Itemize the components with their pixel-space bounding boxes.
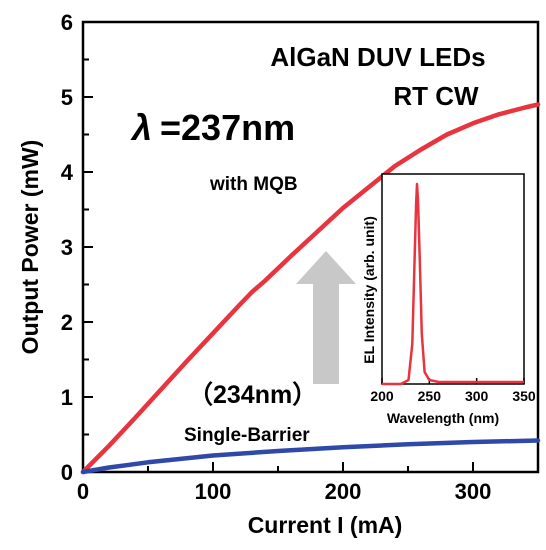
inset-x-tick-label: 250 bbox=[418, 388, 442, 404]
inset-x-tick-label: 200 bbox=[370, 388, 394, 404]
y-tick-label: 3 bbox=[61, 235, 73, 260]
inset-x-tick-label: 350 bbox=[512, 388, 536, 404]
inset-x-tick-label: 300 bbox=[465, 388, 489, 404]
inset-plot: 200 250 300 350 Wavelength (nm) EL Intensit… bbox=[361, 173, 536, 426]
y-tick-label: 2 bbox=[61, 310, 73, 335]
up-arrow-icon bbox=[296, 251, 356, 384]
x-axis-ticks: 0 100 200 300 bbox=[77, 462, 491, 504]
inset-x-axis-ticks: 200 250 300 350 bbox=[370, 378, 536, 404]
y-axis-title: Output Power (mW) bbox=[17, 140, 43, 355]
chart-subtitle: RT CW bbox=[393, 81, 479, 111]
single-barrier-label: Single-Barrier bbox=[184, 425, 310, 446]
mqb-label: with MQB bbox=[209, 174, 298, 195]
y-axis-ticks: 0 1 2 3 4 5 6 bbox=[61, 10, 93, 485]
wavelength-main-label: =237nm bbox=[160, 107, 295, 148]
wavelength-alt-label: （234nm） bbox=[188, 380, 317, 409]
inset-y-axis-title: EL Intensity (arb. unit) bbox=[361, 216, 377, 364]
y-tick-label: 0 bbox=[61, 460, 73, 485]
series-group bbox=[80, 102, 541, 475]
y-tick-label: 5 bbox=[61, 85, 73, 110]
chart-title: AlGaN DUV LEDs bbox=[270, 42, 485, 72]
x-tick-label: 300 bbox=[455, 479, 492, 504]
x-tick-label: 100 bbox=[195, 479, 232, 504]
inset-x-axis-title: Wavelength (nm) bbox=[387, 410, 499, 426]
y-tick-label: 4 bbox=[61, 160, 74, 185]
y-tick-label: 1 bbox=[61, 385, 73, 410]
x-tick-label: 200 bbox=[325, 479, 362, 504]
inset-series-line bbox=[382, 182, 524, 386]
inset-series-group bbox=[382, 182, 524, 386]
series-line-single-barrier bbox=[80, 438, 541, 475]
inset-frame bbox=[381, 173, 525, 385]
series-line-with-mqb bbox=[80, 102, 541, 475]
y-tick-label: 6 bbox=[61, 10, 73, 35]
x-axis-title: Current I (mA) bbox=[248, 512, 403, 538]
x-tick-label: 0 bbox=[77, 479, 89, 504]
lambda-symbol: λ bbox=[130, 107, 152, 148]
